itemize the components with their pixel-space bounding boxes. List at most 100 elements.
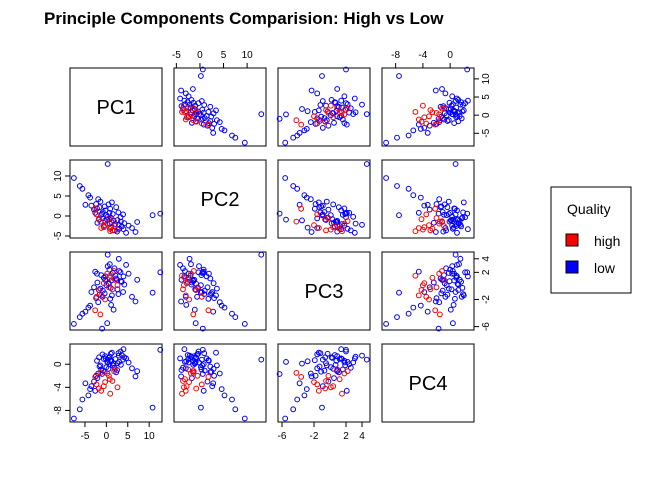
point-low — [125, 222, 132, 229]
point-low — [283, 359, 289, 365]
point-high — [420, 102, 426, 109]
point-high — [185, 276, 192, 283]
tick-label-bottom-pc1: -5 — [81, 431, 90, 442]
point-low — [315, 349, 322, 356]
point-high — [433, 215, 440, 221]
point-low — [241, 139, 248, 146]
point-high — [179, 109, 185, 115]
point-low — [446, 218, 453, 225]
point-low — [352, 109, 359, 116]
tick-label-left-pc2: 10 — [53, 170, 64, 182]
tick-label-right-pc1: 10 — [481, 73, 492, 85]
point-low — [134, 219, 141, 225]
point-low — [311, 357, 318, 364]
point-high — [181, 102, 187, 109]
point-high — [334, 223, 341, 229]
point-low — [129, 365, 135, 372]
point-low — [319, 211, 326, 218]
legend-box — [550, 186, 632, 294]
point-low — [99, 325, 105, 332]
point-low — [213, 349, 219, 356]
point-low — [307, 119, 314, 125]
point-low — [100, 274, 107, 281]
point-high — [437, 218, 443, 225]
point-low — [415, 209, 422, 216]
point-low — [394, 314, 400, 321]
point-high — [194, 110, 201, 116]
point-high — [106, 372, 112, 379]
point-low — [307, 370, 314, 377]
point-low — [455, 118, 462, 125]
point-low — [465, 97, 471, 104]
panel-frame-pc2-pc3 — [277, 159, 371, 239]
point-low — [258, 356, 265, 363]
point-low — [282, 175, 289, 181]
point-high — [293, 218, 300, 225]
tick-label-top-pc2: -5 — [172, 50, 181, 61]
point-low — [110, 360, 117, 367]
legend-swatch-high — [565, 233, 579, 247]
point-low — [87, 302, 93, 309]
point-low — [344, 225, 351, 232]
point-low — [447, 209, 454, 216]
point-low — [363, 356, 370, 363]
diagonal-label-pc1: PC1 — [97, 97, 136, 119]
tick-label-right-pc1: -5 — [481, 128, 492, 137]
point-low — [328, 97, 335, 103]
point-low — [296, 380, 303, 387]
point-low — [218, 386, 225, 393]
panel-frame-pc1-pc4 — [381, 67, 475, 147]
point-high — [205, 307, 212, 314]
point-low — [71, 415, 77, 422]
point-low — [114, 360, 121, 367]
point-low — [315, 107, 322, 114]
point-low — [435, 325, 442, 332]
point-low — [94, 270, 100, 277]
point-low — [232, 406, 239, 413]
point-low — [123, 355, 129, 362]
tick-label-top-pc2: 0 — [197, 50, 203, 61]
point-low — [341, 222, 348, 229]
tick-label-right-pc3: -6 — [481, 322, 492, 331]
point-low — [430, 279, 437, 286]
point-high — [111, 268, 117, 274]
point-low — [192, 354, 199, 361]
point-low — [303, 194, 310, 201]
point-low — [448, 286, 455, 293]
tick-label-left-pc4: -8 — [53, 406, 64, 415]
point-high — [315, 225, 322, 231]
point-high — [102, 296, 108, 303]
point-high — [293, 370, 300, 376]
point-low — [383, 175, 390, 181]
point-low — [303, 125, 310, 132]
point-low — [341, 93, 348, 100]
point-low — [157, 210, 164, 217]
point-high — [327, 384, 334, 391]
point-high — [433, 110, 440, 116]
panel-frame-pc4-pc1 — [69, 343, 163, 423]
point-low — [178, 373, 185, 380]
point-low — [437, 204, 444, 211]
point-low — [229, 396, 235, 403]
point-low — [341, 120, 348, 126]
point-low — [464, 210, 471, 217]
point-low — [438, 203, 445, 210]
point-low — [180, 265, 186, 272]
point-high — [427, 227, 434, 234]
point-low — [190, 361, 197, 368]
point-low — [208, 290, 215, 297]
point-low — [464, 66, 471, 73]
point-high — [437, 117, 443, 124]
point-low — [185, 270, 192, 277]
point-low — [433, 295, 440, 302]
point-high — [311, 379, 317, 386]
point-low — [332, 99, 339, 106]
point-low — [331, 119, 337, 126]
point-high — [98, 292, 105, 299]
point-low — [106, 261, 113, 268]
point-low — [79, 396, 86, 403]
point-low — [213, 292, 219, 299]
point-low — [91, 284, 97, 291]
point-low — [447, 109, 454, 116]
